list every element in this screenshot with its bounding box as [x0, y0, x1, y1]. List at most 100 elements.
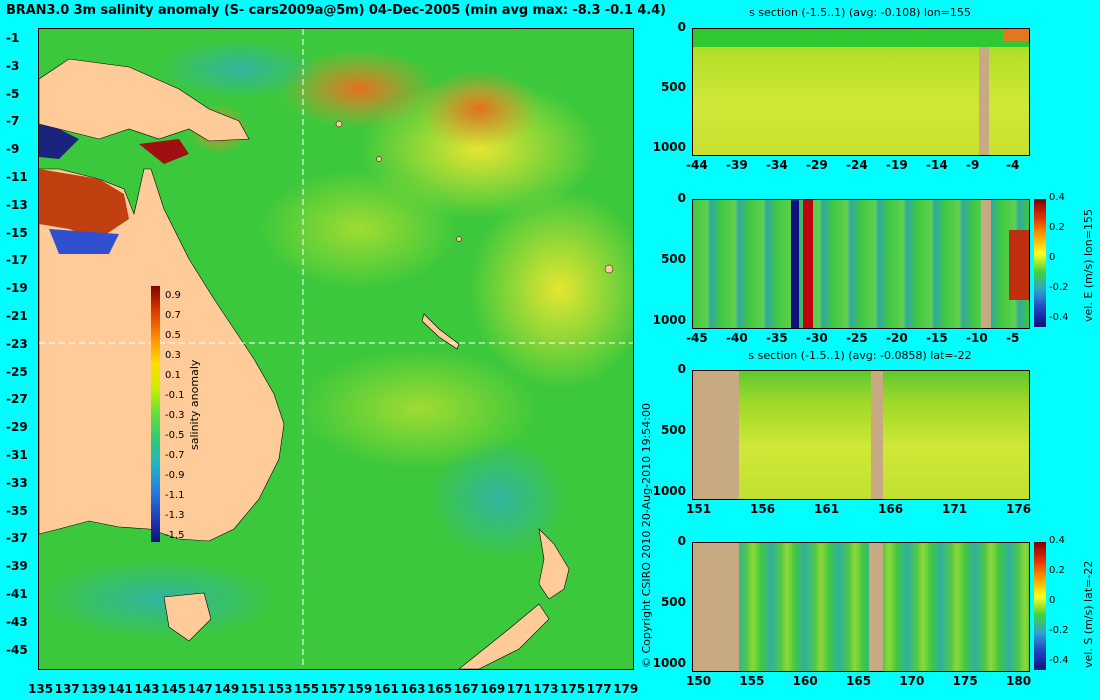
section-x-tick: -29	[806, 158, 828, 172]
longitude-tick: 163	[400, 682, 426, 696]
section-depth-tick: 1000	[652, 484, 686, 498]
section-x-tick: -4	[1006, 158, 1020, 172]
colorbar-tick: -0.1	[165, 390, 185, 401]
salinity-high-region	[469, 189, 633, 389]
gulf-low-salinity	[49, 229, 119, 254]
latitude-tick: -15	[6, 225, 28, 240]
tasmania-land	[163, 592, 212, 642]
longitude-tick: 171	[506, 682, 532, 696]
salinity-low-region	[39, 559, 279, 639]
section-depth-tick: 500	[660, 423, 686, 437]
longitude-tick: 173	[533, 682, 559, 696]
section-x-tick: 151	[686, 502, 712, 516]
colorbar-tick: -1.1	[165, 490, 185, 501]
salinity-mid-region	[299, 349, 539, 469]
latitude-tick: -21	[6, 309, 28, 323]
velocity-colorbar-tick: -0.4	[1049, 655, 1069, 666]
map-canvas	[39, 29, 633, 669]
colorbar-tick: 0.3	[165, 350, 181, 361]
section-x-tick: 161	[814, 502, 840, 516]
salinity-low-region	[159, 39, 319, 99]
panel3-land-mask	[693, 371, 739, 499]
section-x-tick: 166	[878, 502, 904, 516]
section-depth-tick: 500	[660, 595, 686, 609]
velocity-colorbar-tick: 0	[1049, 595, 1056, 606]
velocity-colorbar-tick: -0.2	[1049, 625, 1069, 636]
latitude-tick: -3	[6, 58, 20, 73]
panel4-colorbar-label: vel. S (m/s) lat=-22	[1082, 560, 1095, 668]
panel1-title: s section (-1.5..1) (avg: -0.108) lon=15…	[749, 6, 971, 19]
section-x-tick: -5	[1006, 331, 1020, 345]
panel4-colorbar	[1034, 542, 1046, 670]
section-x-tick: 170	[899, 674, 925, 688]
longitude-tick: 177	[586, 682, 612, 696]
colorbar-tick: -0.9	[165, 470, 185, 481]
salinity-map	[38, 28, 634, 670]
longitude-tick: 155	[294, 682, 320, 696]
section-x-tick: -40	[726, 331, 748, 345]
colorbar-tick: -0.7	[165, 450, 185, 461]
section-x-tick: -30	[806, 331, 828, 345]
longitude-tick: 167	[453, 682, 479, 696]
panel3-land-mask	[871, 371, 883, 499]
latitude-tick: -45	[6, 642, 28, 657]
panel1-salinity-section-lon155	[692, 28, 1030, 156]
section-depth-tick: 0	[677, 191, 686, 205]
colorbar-tick: 0.7	[165, 310, 181, 321]
section-x-tick: 150	[686, 674, 712, 688]
island	[335, 120, 343, 128]
section-depth-tick: 1000	[652, 656, 686, 670]
island	[376, 156, 382, 162]
longitude-tick: 143	[134, 682, 160, 696]
new-caledonia-land	[421, 313, 460, 350]
latitude-tick: -19	[6, 281, 28, 296]
panel3-title: s section (-1.5..1) (avg: -0.0858) lat=-…	[748, 349, 972, 362]
new-zealand-south-land	[458, 603, 550, 669]
longitude-tick: 175	[560, 682, 586, 696]
section-depth-tick: 500	[660, 252, 686, 266]
australia-land	[39, 168, 285, 542]
section-x-tick: -39	[726, 158, 748, 172]
latitude-tick: -7	[6, 114, 20, 129]
section-depth-tick: 0	[677, 20, 686, 34]
section-x-tick: 160	[792, 674, 818, 688]
salinity-max-region	[419, 69, 539, 149]
island	[456, 236, 462, 242]
latitude-tick: -39	[6, 559, 28, 574]
salinity-mid-region	[259, 169, 459, 289]
section-x-tick: -10	[966, 331, 988, 345]
section-x-tick: 156	[750, 502, 776, 516]
section-depth-tick: 500	[660, 80, 686, 94]
section-depth-tick: 1000	[652, 313, 686, 327]
longitude-tick: 165	[427, 682, 453, 696]
section-depth-tick: 0	[677, 362, 686, 376]
longitude-tick: 179	[613, 682, 639, 696]
section-x-tick: 171	[942, 502, 968, 516]
salinity-low-region	[429, 439, 569, 559]
longitude-tick: 157	[320, 682, 346, 696]
section-x-tick: 155	[739, 674, 765, 688]
longitude-tick: 137	[54, 682, 80, 696]
longitude-tick: 139	[81, 682, 107, 696]
panel2-strong-current-blue	[791, 200, 799, 328]
new-zealand-north-land	[538, 528, 570, 600]
latitude-tick: -25	[6, 364, 28, 379]
latitude-tick: -33	[6, 475, 28, 490]
panel2-strong-current-red	[803, 200, 813, 328]
section-x-tick: 176	[1006, 502, 1032, 516]
colorbar-tick: 0.5	[165, 330, 181, 341]
velocity-colorbar-tick: 0.4	[1049, 192, 1065, 203]
copyright-text: © Copyright CSIRO 2010 20-Aug-2010 19:54…	[640, 402, 653, 668]
section-x-tick: -24	[846, 158, 868, 172]
panel2-land-mask	[981, 200, 991, 328]
colorbar-tick: -1.3	[165, 510, 185, 521]
section-x-tick: -34	[766, 158, 788, 172]
panel1-orange-patch	[1003, 29, 1029, 41]
panel1-surface-band	[693, 29, 1029, 47]
new-guinea-land	[39, 58, 250, 142]
section-depth-tick: 0	[677, 534, 686, 548]
longitude-tick: 135	[28, 682, 54, 696]
velocity-colorbar-tick: 0.2	[1049, 222, 1065, 233]
section-x-tick: 180	[1006, 674, 1032, 688]
section-x-tick: -45	[686, 331, 708, 345]
